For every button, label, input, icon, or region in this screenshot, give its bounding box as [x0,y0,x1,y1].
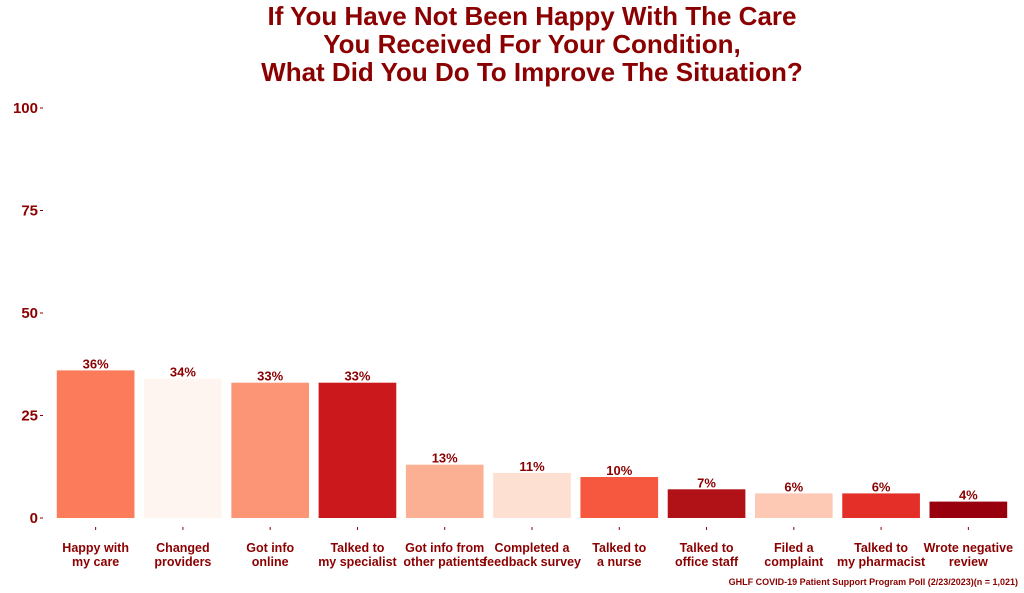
y-tick-label: 0 [30,510,38,527]
x-tick-label: feedback survey [483,555,581,569]
y-tick-label: 75 [21,203,38,220]
title-line-1: If You Have Not Been Happy With The Care [267,1,796,31]
bar [318,382,397,518]
data-label: 11% [519,459,545,474]
bar [231,382,310,518]
data-label: 10% [606,463,632,478]
x-tick-label: my pharmacist [837,555,926,569]
x-tick-label: providers [154,555,211,569]
data-label: 7% [697,475,716,490]
x-tick-label: Completed a [494,541,570,555]
x-tick-label: my specialist [318,555,397,569]
title-line-2: You Received For Your Condition, [323,29,740,59]
x-tick-label: Got info [246,541,294,555]
x-tick-label: review [949,555,988,569]
bar [144,378,222,518]
data-label: 33% [344,369,370,384]
x-tick-label: a nurse [597,555,642,569]
y-axis: 0 25 50 75 100 [13,100,43,527]
bar [405,464,484,518]
chart-title: If You Have Not Been Happy With The Care… [261,1,803,87]
x-tick-label: complaint [764,555,824,569]
bar [754,493,833,518]
x-tick-label: Talked to [330,541,384,555]
x-tick-label: other patients [403,555,486,569]
x-tick-label: online [252,555,289,569]
bar [580,477,659,518]
x-tick-label: Filed a [774,541,815,555]
data-labels: 36% 34% 33% 33% 13% 11% 10% 7% 6% 6% 4% [83,356,979,502]
x-tick-label: Got info from [405,541,484,555]
x-tick-label: Wrote negative [924,541,1013,555]
bar [56,370,135,518]
x-tick-label: office staff [675,555,739,569]
data-label: 4% [959,488,978,503]
data-label: 33% [257,369,283,384]
data-label: 6% [784,479,803,494]
x-tick-label: Talked to [680,541,734,555]
data-label: 6% [872,479,891,494]
bar [667,489,746,518]
x-tick-label: Talked to [592,541,646,555]
bar [493,472,571,518]
y-tick-label: 25 [21,408,38,425]
bars [56,370,1008,518]
y-tick-label: 50 [21,305,38,322]
data-label: 34% [170,365,196,380]
bar [929,501,1008,518]
data-label: 36% [83,356,109,371]
y-tick-label: 100 [13,100,38,117]
bar [842,493,920,518]
x-tick-label: Happy with [62,541,129,555]
x-tick-label: Talked to [854,541,908,555]
source-note: GHLF COVID-19 Patient Support Program Po… [729,577,1018,587]
title-line-3: What Did You Do To Improve The Situation… [261,57,803,87]
x-tick-label: Changed [156,541,209,555]
data-label: 13% [432,451,458,466]
x-tick-label: my care [72,555,119,569]
